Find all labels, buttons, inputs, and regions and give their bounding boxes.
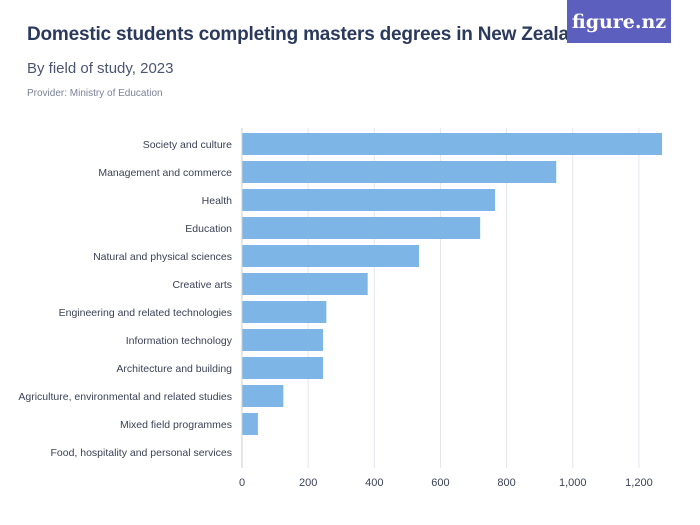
x-tick-label: 1,200 — [625, 477, 653, 489]
bar — [242, 413, 258, 435]
x-tick-label: 1,000 — [559, 477, 587, 489]
category-label: Natural and physical sciences — [93, 251, 232, 263]
bar — [242, 245, 419, 267]
bar — [242, 161, 557, 183]
provider-note: Provider: Ministry of Education — [27, 88, 163, 99]
category-label: Mixed field programmes — [120, 419, 232, 431]
bar — [242, 385, 284, 407]
bar — [242, 301, 327, 323]
category-label: Health — [202, 195, 233, 207]
chart-title: Domestic students completing masters deg… — [27, 24, 592, 45]
x-tick-label: 800 — [497, 477, 515, 489]
chart-subtitle: By field of study, 2023 — [27, 60, 174, 77]
x-tick-label: 200 — [299, 477, 317, 489]
category-label: Agriculture, environmental and related s… — [18, 391, 232, 403]
x-tick-label: 600 — [431, 477, 449, 489]
bar — [242, 189, 496, 211]
category-label: Engineering and related technologies — [59, 307, 232, 319]
category-label: Food, hospitality and personal services — [50, 447, 232, 459]
category-label: Society and culture — [143, 139, 232, 151]
category-label: Creative arts — [172, 279, 232, 291]
category-label: Information technology — [126, 335, 233, 347]
bar — [242, 133, 663, 155]
category-label: Education — [185, 223, 232, 235]
bar — [242, 357, 324, 379]
figure-nz-logo[interactable]: figure.nz — [567, 0, 671, 43]
x-tick-label: 0 — [239, 477, 245, 489]
category-label: Architecture and building — [116, 363, 232, 375]
category-label: Management and commerce — [98, 167, 232, 179]
bar — [242, 217, 481, 239]
bar — [242, 329, 324, 351]
x-tick-label: 400 — [365, 477, 383, 489]
bar — [242, 273, 368, 295]
